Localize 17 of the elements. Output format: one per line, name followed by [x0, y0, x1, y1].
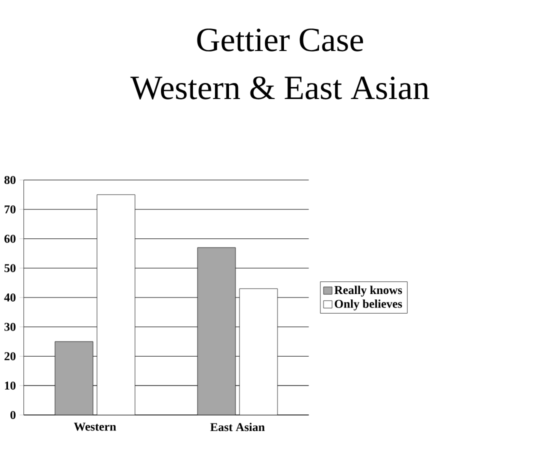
y-tick-label: 60: [4, 234, 16, 243]
chart-subtitle: Western & East Asian: [130, 76, 430, 100]
y-tick-label: 0: [10, 410, 16, 420]
bar: [54, 341, 94, 415]
x-tick-label: Western: [74, 422, 116, 431]
y-tick-label: 10: [4, 382, 16, 390]
y-tick-label: 50: [4, 264, 16, 272]
y-tick-label: 30: [4, 322, 16, 331]
y-tick-label: 70: [4, 205, 16, 214]
y-tick-label: 40: [4, 293, 16, 302]
bar: [197, 247, 236, 415]
chart-title: Gettier Case: [197, 28, 364, 52]
x-tick-label: East Asian: [210, 422, 265, 432]
y-tick-label: 20: [4, 352, 16, 360]
legend-label: Really knows: [334, 286, 402, 297]
text: Only believes: [334, 299, 402, 310]
y-tick-label: 80: [4, 176, 16, 184]
